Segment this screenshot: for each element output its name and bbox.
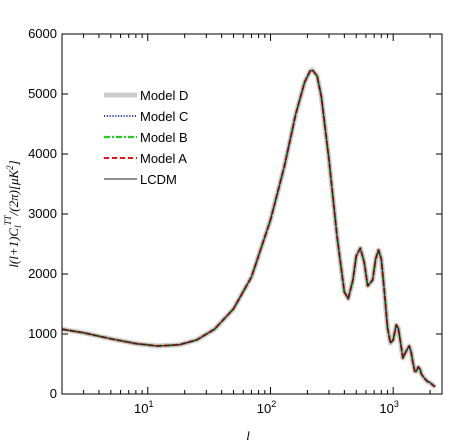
series-line-lcdm	[61, 69, 436, 388]
legend-label-model-d: Model D	[140, 88, 188, 103]
y-tick-label: 4000	[28, 146, 57, 161]
y-tick-label: 0	[50, 386, 57, 401]
ticks-layer: 0 1000 2000 3000 4000 5000 6000 101 102 103	[28, 26, 442, 416]
series-layer	[61, 67, 437, 389]
y-axis-label: l(l+1)ClTT/(2π)[μK2]	[3, 160, 23, 267]
x-axis-label: l	[246, 428, 250, 443]
x-tick-label: 103	[379, 399, 398, 416]
legend-label-lcdm: LCDM	[140, 172, 177, 187]
legend-label-model-c: Model C	[140, 109, 188, 124]
y-tick-label: 5000	[28, 86, 57, 101]
x-tick-label: 102	[257, 399, 276, 416]
y-tick-label: 3000	[28, 206, 57, 221]
y-tick-label: 1000	[28, 326, 57, 341]
legend: Model D Model C Model B Model A LCDM	[104, 88, 188, 187]
y-tick-label: 2000	[28, 266, 57, 281]
legend-label-model-a: Model A	[140, 151, 187, 166]
y-tick-label: 6000	[28, 26, 57, 41]
legend-label-model-b: Model B	[140, 130, 188, 145]
x-tick-label: 101	[134, 399, 153, 416]
